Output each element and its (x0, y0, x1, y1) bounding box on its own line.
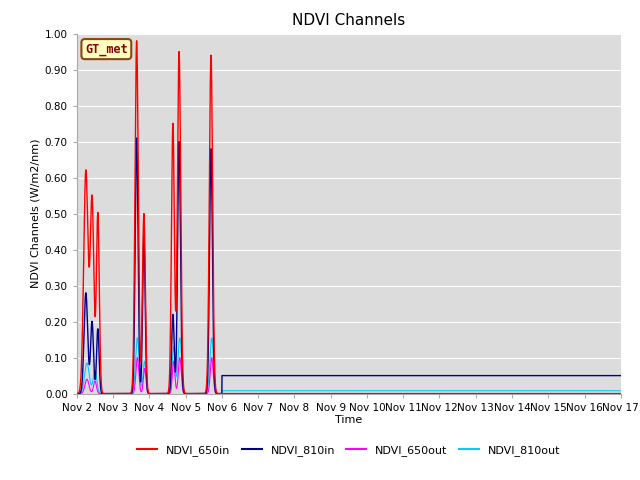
Text: GT_met: GT_met (85, 43, 128, 56)
Title: NDVI Channels: NDVI Channels (292, 13, 405, 28)
Legend: NDVI_650in, NDVI_810in, NDVI_650out, NDVI_810out: NDVI_650in, NDVI_810in, NDVI_650out, NDV… (133, 440, 564, 460)
Y-axis label: NDVI Channels (W/m2/nm): NDVI Channels (W/m2/nm) (31, 139, 40, 288)
X-axis label: Time: Time (335, 415, 362, 425)
